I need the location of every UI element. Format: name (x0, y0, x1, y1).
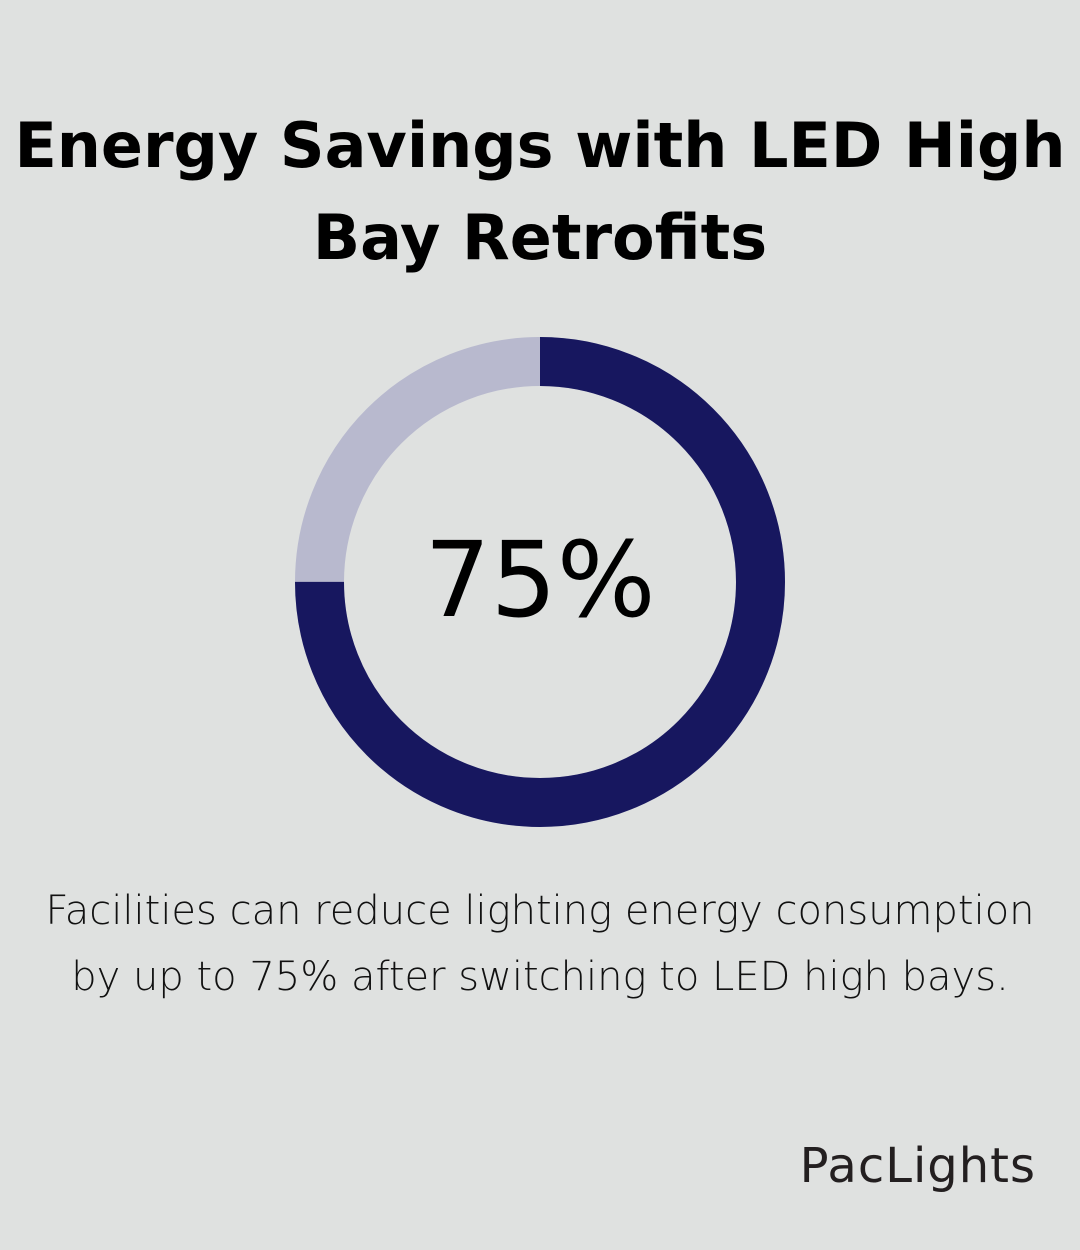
page-title: Energy Savings with LED High Bay Retrofi… (14, 109, 1066, 274)
description: Facilities can reduce lighting energy co… (45, 888, 1035, 1000)
brand-logo: PacLights (799, 1138, 1036, 1194)
donut-value-segment (295, 337, 785, 827)
donut-chart (295, 337, 785, 827)
stat-value: 75% (424, 519, 656, 641)
